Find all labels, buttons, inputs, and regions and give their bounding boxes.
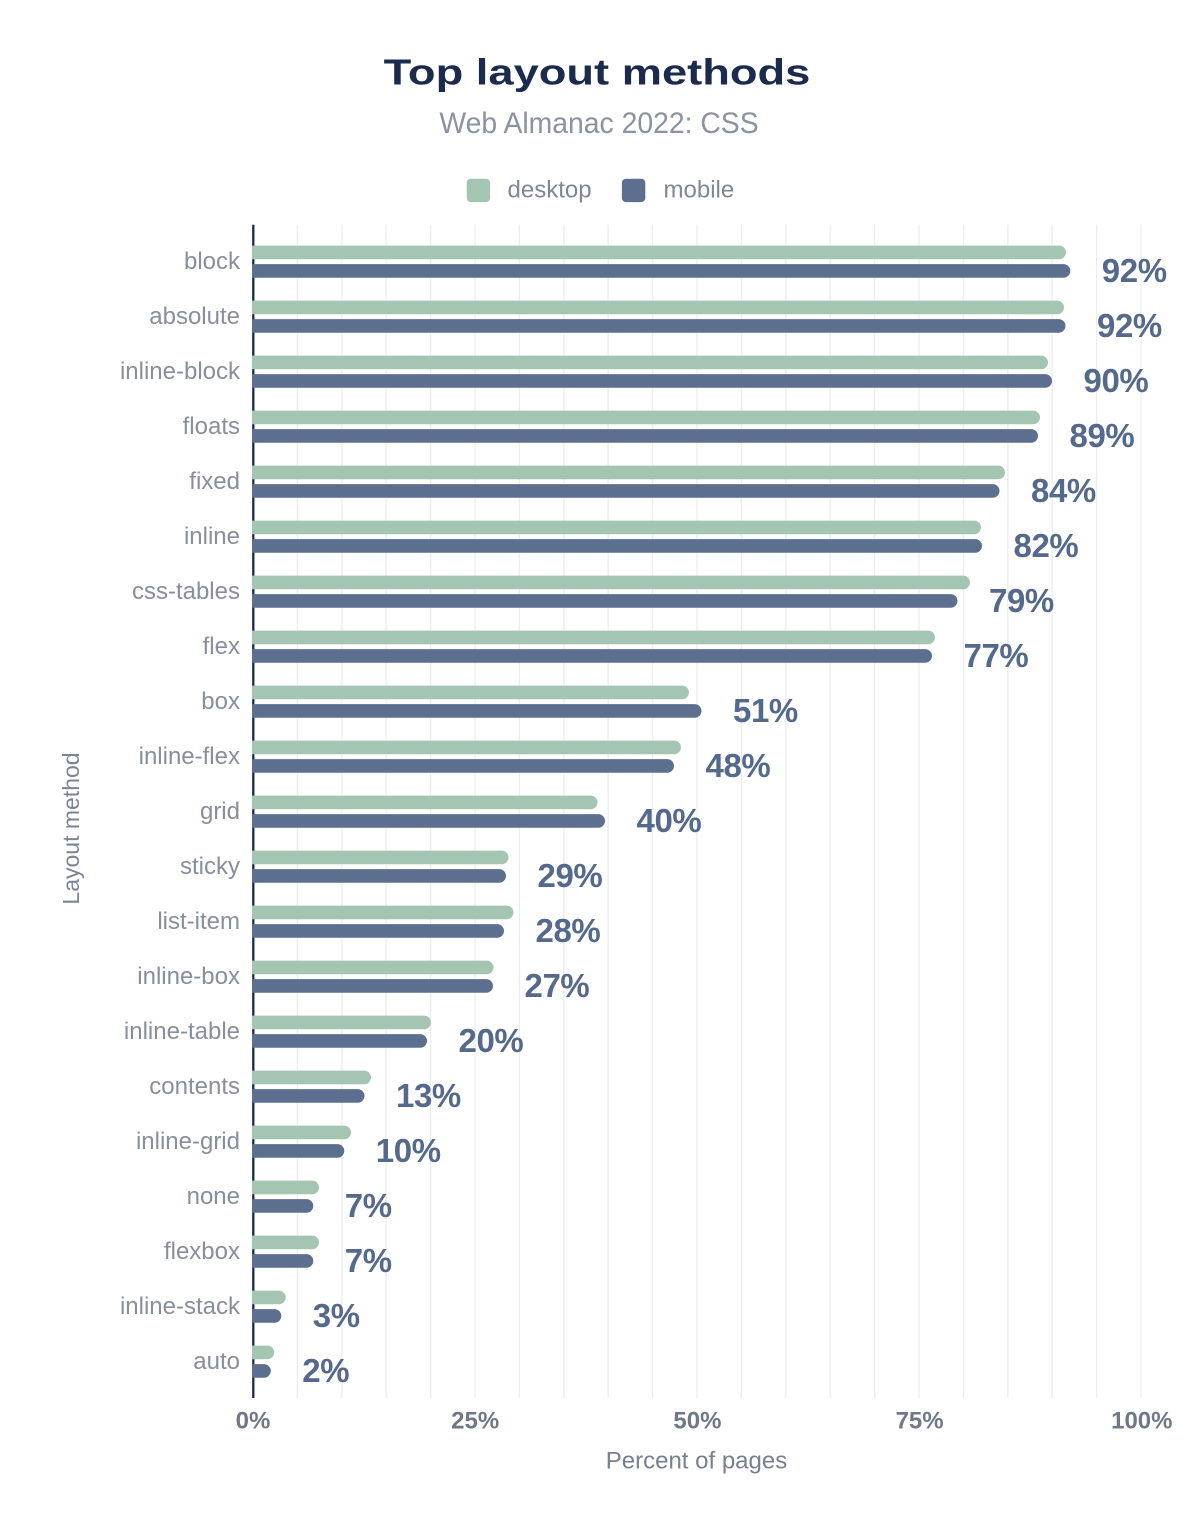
svg-text:29%: 29%: [538, 857, 603, 894]
svg-text:inline-stack: inline-stack: [120, 1293, 241, 1320]
svg-text:92%: 92%: [1097, 307, 1162, 344]
svg-text:desktop: desktop: [508, 177, 592, 204]
svg-text:28%: 28%: [536, 912, 601, 949]
svg-text:flexbox: flexbox: [164, 1238, 240, 1265]
svg-text:27%: 27%: [525, 967, 590, 1004]
svg-text:20%: 20%: [459, 1022, 524, 1059]
svg-text:89%: 89%: [1070, 417, 1135, 454]
svg-text:75%: 75%: [896, 1408, 944, 1435]
svg-text:13%: 13%: [396, 1077, 461, 1114]
svg-text:list-item: list-item: [157, 908, 240, 935]
svg-text:82%: 82%: [1014, 527, 1079, 564]
svg-text:77%: 77%: [964, 637, 1029, 674]
svg-text:100%: 100%: [1111, 1408, 1172, 1435]
svg-text:mobile: mobile: [664, 177, 735, 204]
svg-text:inline-flex: inline-flex: [139, 743, 240, 770]
svg-text:48%: 48%: [706, 747, 771, 784]
svg-text:40%: 40%: [637, 802, 702, 839]
svg-text:inline-grid: inline-grid: [136, 1128, 240, 1155]
svg-text:3%: 3%: [313, 1297, 360, 1334]
svg-text:50%: 50%: [673, 1408, 721, 1435]
svg-text:floats: floats: [183, 413, 240, 440]
svg-text:auto: auto: [193, 1348, 240, 1375]
svg-text:2%: 2%: [302, 1352, 349, 1389]
svg-text:inline-block: inline-block: [120, 358, 241, 385]
svg-text:inline-box: inline-box: [137, 963, 240, 990]
svg-text:absolute: absolute: [149, 303, 240, 330]
svg-text:7%: 7%: [345, 1242, 392, 1279]
svg-text:92%: 92%: [1102, 252, 1167, 289]
svg-text:contents: contents: [149, 1073, 240, 1100]
svg-text:flex: flex: [203, 633, 240, 660]
svg-text:7%: 7%: [345, 1187, 392, 1224]
svg-text:90%: 90%: [1084, 362, 1149, 399]
svg-text:25%: 25%: [451, 1408, 499, 1435]
svg-text:sticky: sticky: [180, 853, 240, 880]
svg-text:51%: 51%: [733, 692, 798, 729]
svg-text:inline-table: inline-table: [124, 1018, 240, 1045]
svg-text:10%: 10%: [376, 1132, 441, 1169]
svg-text:block: block: [184, 248, 241, 275]
svg-text:Percent of pages: Percent of pages: [606, 1448, 787, 1475]
svg-text:0%: 0%: [236, 1408, 271, 1435]
svg-text:Layout method: Layout method: [58, 752, 84, 904]
svg-text:Web Almanac 2022: CSS: Web Almanac 2022: CSS: [439, 107, 758, 140]
svg-text:fixed: fixed: [189, 468, 240, 495]
svg-text:79%: 79%: [989, 582, 1054, 619]
svg-text:grid: grid: [200, 798, 240, 825]
svg-text:84%: 84%: [1031, 472, 1096, 509]
svg-text:Top layout methods: Top layout methods: [384, 52, 811, 92]
svg-text:none: none: [187, 1183, 240, 1210]
svg-text:inline: inline: [184, 523, 240, 550]
svg-text:box: box: [201, 688, 240, 715]
svg-text:css-tables: css-tables: [132, 578, 240, 605]
